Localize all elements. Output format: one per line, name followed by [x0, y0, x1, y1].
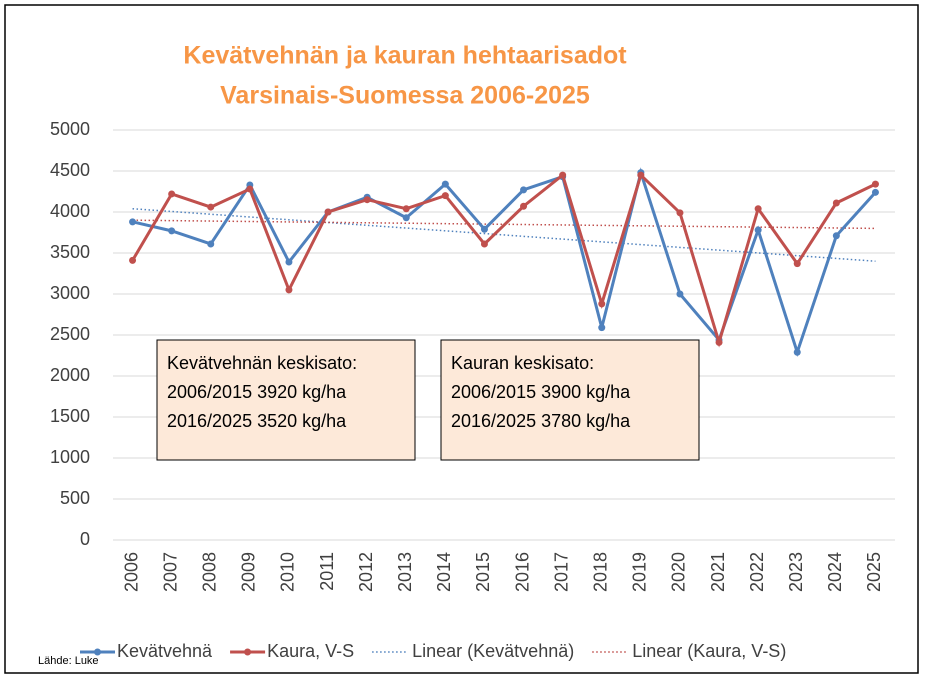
y-tick-label: 1000	[50, 447, 90, 467]
y-tick-label: 2000	[50, 365, 90, 385]
y-tick-label: 1500	[50, 406, 90, 426]
data-point	[520, 202, 528, 210]
annotation-text: Kevätvehnän keskisato:	[167, 353, 357, 373]
data-point	[871, 180, 879, 188]
y-tick-label: 4000	[50, 201, 90, 221]
series-line	[132, 167, 877, 358]
data-point	[480, 240, 488, 248]
data-point	[441, 192, 449, 200]
data-point	[168, 190, 176, 198]
x-tick-label: 2025	[864, 552, 884, 592]
data-point	[324, 208, 332, 216]
annotation-text: Kauran keskisato:	[451, 353, 594, 373]
data-point	[637, 171, 645, 179]
x-tick-label: 2021	[708, 552, 728, 592]
x-tick-label: 2012	[356, 552, 376, 592]
data-point	[402, 214, 410, 222]
y-tick-label: 2500	[50, 324, 90, 344]
data-point	[754, 205, 762, 213]
x-tick-label: 2007	[160, 552, 180, 592]
source: Lähde: Luke	[38, 655, 99, 667]
x-tick-label: 2015	[473, 552, 493, 592]
data-point	[832, 199, 840, 207]
data-point	[559, 171, 567, 179]
data-point	[832, 232, 840, 240]
legend-swatch	[94, 648, 101, 656]
legend-label: Kevätvehnä	[117, 641, 213, 661]
y-tick-label: 500	[60, 488, 90, 508]
legend-label: Linear (Kaura, V-S)	[632, 641, 786, 661]
data-point	[598, 324, 606, 332]
data-point	[871, 188, 879, 196]
annotation-text: 2016/2025 3520 kg/ha	[167, 411, 347, 431]
x-tick-label: 2024	[825, 552, 845, 592]
data-point	[441, 180, 449, 188]
x-tick-label: 2018	[591, 552, 611, 592]
y-tick-label: 4500	[50, 160, 90, 180]
data-point	[520, 186, 528, 194]
y-tick-label: 0	[80, 529, 90, 549]
x-tick-label: 2023	[786, 552, 806, 592]
x-tick-label: 2011	[317, 552, 337, 591]
data-point	[598, 300, 606, 308]
data-point	[793, 348, 801, 356]
legend-label: Kaura, V-S	[267, 641, 354, 661]
data-point	[129, 256, 137, 264]
x-tick-label: 2013	[395, 552, 415, 592]
data-point	[402, 205, 410, 213]
x-tick-label: 2009	[239, 552, 259, 592]
data-point	[285, 258, 293, 266]
y-tick-label: 5000	[50, 119, 90, 139]
data-point	[207, 203, 215, 211]
x-tick-label: 2006	[121, 552, 141, 592]
annotation-text: 2016/2025 3780 kg/ha	[451, 411, 631, 431]
y-tick-label: 3000	[50, 283, 90, 303]
data-point	[285, 286, 293, 294]
data-point	[363, 196, 371, 204]
data-point	[207, 240, 215, 248]
chart-frame	[4, 4, 919, 674]
annotation-box	[440, 339, 700, 461]
data-point	[676, 290, 684, 298]
x-tick-label: 2022	[747, 552, 767, 592]
data-point	[246, 185, 254, 193]
x-tick-label: 2010	[278, 552, 298, 592]
legend-label: Linear (Kevätvehnä)	[412, 641, 574, 661]
chart-title: Kevätvehnän ja kauran hehtaarisadot	[183, 42, 627, 70]
data-point	[715, 338, 723, 346]
x-tick-label: 2008	[200, 552, 220, 592]
annotation-box	[156, 339, 416, 461]
data-point	[480, 225, 488, 233]
data-point	[754, 226, 762, 234]
data-point	[168, 227, 176, 235]
series-line	[131, 172, 877, 348]
x-tick-label: 2017	[551, 552, 571, 592]
annotation-text: 2006/2015 3920 kg/ha	[167, 382, 347, 402]
x-tick-label: 2020	[669, 552, 689, 592]
legend-swatch	[244, 648, 252, 656]
chart-title: Varsinais-Suomessa 2006-2025	[220, 82, 590, 110]
data-point	[129, 218, 137, 226]
y-tick-label: 3500	[50, 242, 90, 262]
data-point	[793, 260, 801, 268]
x-tick-label: 2016	[512, 552, 532, 592]
annotation-text: 2006/2015 3900 kg/ha	[451, 382, 631, 402]
x-tick-label: 2019	[630, 552, 650, 592]
x-tick-label: 2014	[434, 552, 454, 592]
data-point	[676, 209, 684, 217]
